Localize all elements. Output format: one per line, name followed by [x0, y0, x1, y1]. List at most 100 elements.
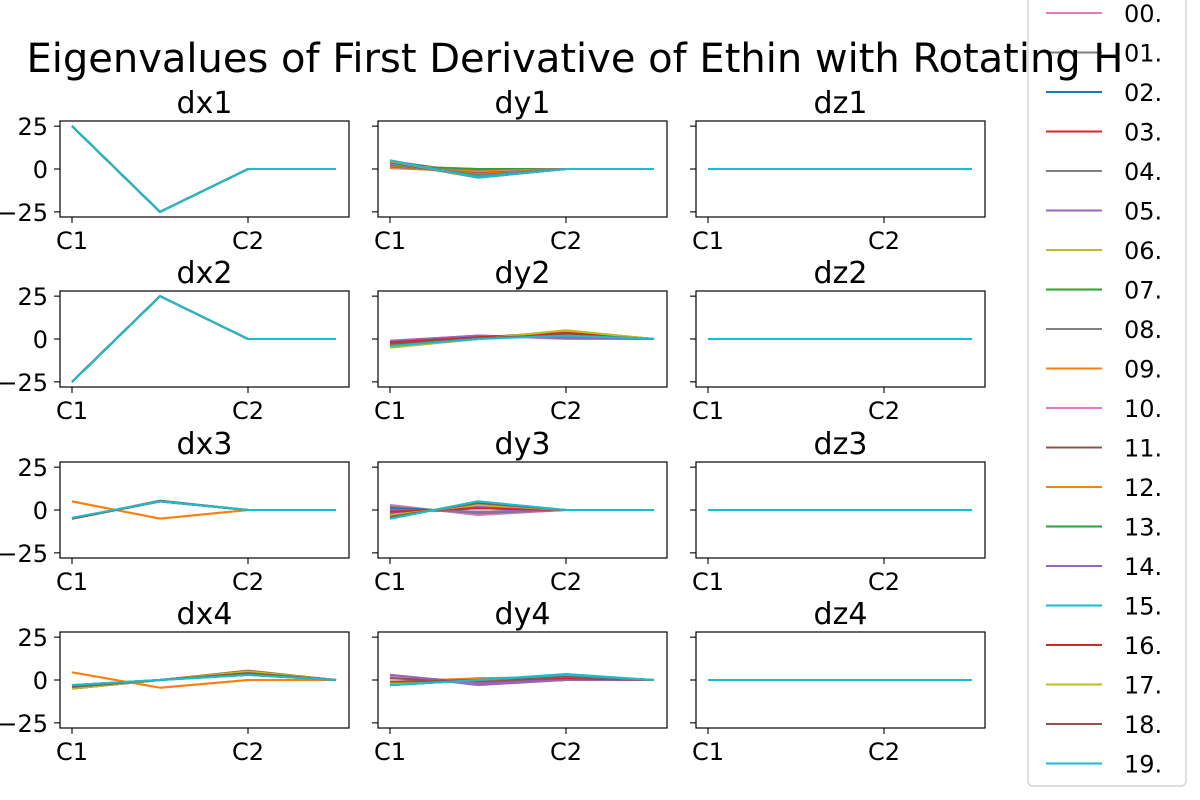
legend-item-14: 14. [1046, 553, 1162, 581]
y-tick-label: 25 [17, 454, 48, 482]
legend-label: 13. [1124, 514, 1162, 542]
legend-label: 17. [1124, 672, 1162, 700]
legend-item-13: 13. [1046, 514, 1162, 542]
x-tick-label: C2 [550, 738, 582, 766]
series-line-19 [389, 673, 655, 687]
panel-dy4: C1 C2 dy4 [372, 597, 668, 766]
legend-item-06: 06. [1046, 237, 1162, 265]
y-tick-label: −25 [0, 710, 48, 738]
panel-title: dy1 [495, 86, 551, 121]
y-tick-label: 25 [17, 624, 48, 652]
legend-label: 08. [1124, 316, 1162, 344]
legend-label: 00. [1124, 0, 1162, 28]
panel-title: dy2 [495, 256, 551, 291]
legend-item-10: 10. [1046, 395, 1162, 423]
panel-title: dz4 [814, 597, 868, 632]
x-tick-label: C2 [868, 568, 900, 596]
x-tick-label: C2 [232, 397, 264, 425]
x-tick-label: C1 [374, 568, 406, 596]
legend-label: 03. [1124, 119, 1162, 147]
x-tick-label: C1 [692, 568, 724, 596]
panel-dy3: C1 C2 dy3 [372, 427, 668, 596]
legend-label: 05. [1124, 198, 1162, 226]
panel-dx4: −25 0 25 C1 C2 dx4 [0, 597, 350, 766]
x-tick-label: C2 [232, 738, 264, 766]
legend-label: 10. [1124, 395, 1162, 423]
panel-title: dz3 [814, 427, 868, 462]
series-line-12 [71, 671, 336, 689]
x-tick-label: C2 [868, 397, 900, 425]
y-tick-label: −25 [0, 199, 48, 227]
legend-box [1027, 0, 1187, 787]
legend-label: 09. [1124, 356, 1162, 384]
legend-item-17: 17. [1046, 672, 1162, 700]
series-line-19 [389, 334, 655, 347]
figure-title: Eigenvalues of First Derivative of Ethin… [27, 36, 1124, 82]
x-tick-label: C2 [868, 227, 900, 255]
panel-dz2: C1 C2 dz2 [690, 256, 986, 425]
x-tick-label: C1 [692, 227, 724, 255]
x-tick-label: C2 [550, 397, 582, 425]
y-tick-label: 25 [17, 113, 48, 141]
x-tick-label: C1 [56, 738, 88, 766]
x-tick-label: C1 [692, 397, 724, 425]
legend-label: 04. [1124, 158, 1162, 186]
panel-title: dy4 [495, 597, 551, 632]
legend-item-01: 01. [1046, 40, 1162, 68]
panel-title: dx2 [177, 256, 233, 291]
legend-item-15: 15. [1046, 593, 1162, 621]
legend-label: 15. [1124, 593, 1162, 621]
x-tick-label: C1 [56, 397, 88, 425]
panel-title: dx1 [177, 86, 233, 121]
panel-dx1: −25 0 25 C1 C2 dx1 [0, 86, 350, 255]
legend-item-05: 05. [1046, 198, 1162, 226]
panel-dx3: −25 0 25 C1 C2 dx3 [0, 427, 350, 596]
series-line-19 [71, 125, 336, 213]
y-tick-label: −25 [0, 540, 48, 568]
legend-item-00: 00. [1046, 0, 1162, 28]
panel-dz1: C1 C2 dz1 [690, 86, 986, 255]
legend-item-02: 02. [1046, 79, 1162, 107]
y-tick-label: −25 [0, 369, 48, 397]
panel-dy2: C1 C2 dy2 [372, 256, 668, 425]
series-line-19 [71, 295, 336, 383]
series-line-19 [389, 500, 654, 520]
x-tick-label: C1 [374, 738, 406, 766]
panel-dx2: −25 0 25 C1 C2 dx2 [0, 256, 350, 425]
series-line-19 [389, 159, 654, 179]
legend-label: 12. [1124, 474, 1162, 502]
y-tick-label: 25 [17, 283, 48, 311]
x-tick-label: C1 [374, 227, 406, 255]
legend-label: 18. [1124, 711, 1162, 739]
panel-dz4: C1 C2 dz4 [690, 597, 986, 766]
y-tick-label: 0 [33, 497, 48, 525]
legend-label: 14. [1124, 553, 1162, 581]
legend-item-11: 11. [1046, 435, 1162, 463]
legend-label: 06. [1124, 237, 1162, 265]
legend-item-19: 19. [1046, 751, 1162, 779]
legend-item-12: 12. [1046, 474, 1162, 502]
legend-item-08: 08. [1046, 316, 1162, 344]
x-tick-label: C2 [232, 227, 264, 255]
legend-label: 11. [1124, 435, 1162, 463]
legend-label: 02. [1124, 79, 1162, 107]
panel-dz3: C1 C2 dz3 [690, 427, 986, 596]
panel-title: dy3 [495, 427, 551, 462]
x-tick-label: C1 [56, 227, 88, 255]
x-tick-label: C1 [374, 397, 406, 425]
panel-dy1: C1 C2 dy1 [372, 86, 668, 255]
legend-item-03: 03. [1046, 119, 1162, 147]
y-tick-label: 0 [33, 326, 48, 354]
panel-title: dz1 [814, 86, 868, 121]
panel-title: dz2 [814, 256, 868, 291]
x-tick-label: C1 [56, 568, 88, 596]
x-tick-label: C2 [550, 568, 582, 596]
legend-label: 07. [1124, 277, 1162, 305]
series-line-19 [71, 500, 336, 519]
legend-item-18: 18. [1046, 711, 1162, 739]
panel-title: dx4 [177, 597, 233, 632]
legend-label: 01. [1124, 40, 1162, 68]
legend-item-04: 04. [1046, 158, 1162, 186]
